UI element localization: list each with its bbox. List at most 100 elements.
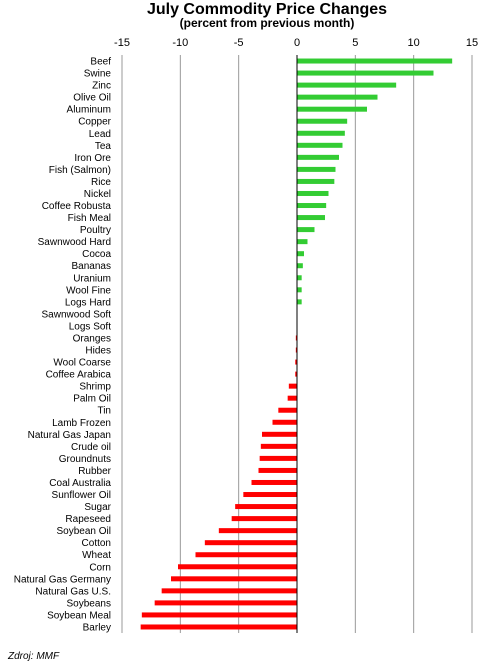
- bar-cocoa: [297, 251, 304, 257]
- chart-title: July Commodity Price Changes: [147, 1, 387, 18]
- category-label: Groundnuts: [59, 454, 111, 465]
- category-label: Sunflower Oil: [52, 490, 111, 501]
- bar-aluminum: [297, 106, 367, 112]
- category-label: Fish Meal: [68, 213, 111, 224]
- category-label: Nickel: [84, 189, 111, 200]
- category-label: Sawnwood Hard: [38, 237, 111, 248]
- bar-lamb-frozen: [272, 419, 297, 425]
- category-label: Beef: [90, 57, 111, 68]
- category-label: Copper: [78, 117, 111, 128]
- bar-hides: [295, 347, 297, 353]
- category-label: Soybeans: [67, 598, 111, 609]
- x-tick-label: -5: [234, 37, 244, 49]
- bar-sunflower-oil: [243, 492, 297, 498]
- bar-tin: [278, 407, 297, 413]
- category-label: Soybean Oil: [57, 526, 111, 537]
- category-label: Cotton: [82, 538, 111, 549]
- x-tick-label: 5: [352, 37, 358, 49]
- bar-swine: [297, 70, 434, 76]
- bar-crude-oil: [260, 443, 297, 449]
- category-label: Lamb Frozen: [52, 418, 111, 429]
- category-label: Tea: [95, 141, 112, 152]
- category-label: Zinc: [92, 81, 111, 92]
- bar-cotton: [204, 540, 297, 546]
- category-label: Uranium: [73, 273, 111, 284]
- chart-subtitle: (percent from previous month): [180, 16, 355, 30]
- bar-soybeans: [154, 600, 297, 606]
- category-label: Cocoa: [82, 249, 111, 260]
- category-label: Sawnwood Soft: [42, 309, 112, 320]
- bar-barley: [140, 624, 297, 630]
- bar-logs-hard: [297, 299, 302, 305]
- category-label: Swine: [84, 69, 112, 80]
- category-label: Lead: [89, 129, 111, 140]
- category-label: Aluminum: [67, 105, 111, 116]
- category-label: Logs Hard: [65, 297, 111, 308]
- bar-beef: [297, 58, 453, 64]
- bar-sawnwood-hard: [297, 239, 308, 245]
- category-label: Tin: [97, 406, 111, 417]
- x-tick-label: 0: [294, 37, 300, 49]
- category-label: Olive Oil: [73, 93, 111, 104]
- bar-bananas: [297, 263, 303, 269]
- bar-rapeseed: [231, 516, 297, 522]
- bar-iron-ore: [297, 154, 339, 160]
- category-label: Oranges: [73, 333, 111, 344]
- x-tick-label: 10: [408, 37, 420, 49]
- bar-lead: [297, 130, 345, 136]
- bar-copper: [297, 118, 348, 124]
- category-label: Barley: [83, 622, 111, 633]
- bar-tea: [297, 142, 343, 148]
- bar-olive-oil: [297, 94, 378, 100]
- bar-groundnuts: [259, 455, 297, 461]
- bar-palm-oil: [287, 395, 297, 401]
- category-label: Coal Australia: [49, 478, 111, 489]
- bar-coffee-robusta: [297, 203, 327, 209]
- x-tick-label: -15: [114, 37, 130, 49]
- source-note: Zdroj: MMF: [7, 651, 60, 662]
- category-label: Coffee Robusta: [42, 201, 112, 212]
- bar-corn: [178, 564, 297, 570]
- category-label: Wheat: [82, 550, 111, 561]
- category-label: Poultry: [80, 225, 111, 236]
- category-label: Logs Soft: [69, 321, 111, 332]
- bar-natural-gas-japan: [262, 431, 297, 437]
- bar-nickel: [297, 190, 329, 196]
- category-label: Iron Ore: [74, 153, 111, 164]
- category-label: Natural Gas U.S.: [35, 586, 111, 597]
- bar-shrimp: [288, 383, 297, 389]
- category-label: Hides: [85, 346, 111, 357]
- category-label: Crude oil: [71, 442, 111, 453]
- bar-rubber: [258, 467, 297, 473]
- bar-uranium: [297, 275, 302, 281]
- bar-oranges: [295, 335, 297, 341]
- x-axis-ticks: -15 -10 -5 0 5 10 15: [114, 37, 478, 49]
- category-label: Soybean Meal: [47, 610, 111, 621]
- bar-soybean-meal: [141, 612, 297, 618]
- bar-fish-meal: [297, 215, 325, 221]
- bar-sugar: [235, 504, 297, 510]
- bar-rice: [297, 178, 335, 184]
- category-label: Bananas: [72, 261, 111, 272]
- bar-soybean-oil: [218, 528, 297, 534]
- category-label: Rubber: [78, 466, 111, 477]
- category-label: Coffee Arabica: [46, 370, 112, 381]
- x-tick-label: 15: [466, 37, 478, 49]
- category-label: Palm Oil: [73, 394, 111, 405]
- category-label: Fish (Salmon): [49, 165, 111, 176]
- category-label: Shrimp: [79, 382, 111, 393]
- bar-wool-coarse: [295, 359, 297, 365]
- category-label: Wool Coarse: [53, 358, 111, 369]
- category-label: Rapeseed: [65, 514, 111, 525]
- bars: [140, 58, 453, 630]
- bar-poultry: [297, 227, 315, 233]
- bar-zinc: [297, 82, 397, 88]
- x-tick-label: -10: [172, 37, 188, 49]
- category-label: Natural Gas Japan: [28, 430, 111, 441]
- bar-wheat: [195, 552, 297, 558]
- bar-coal-australia: [251, 479, 297, 485]
- bar-natural-gas-germany: [171, 576, 297, 582]
- bar-coffee-arabica: [295, 371, 297, 377]
- category-label: Rice: [91, 177, 111, 188]
